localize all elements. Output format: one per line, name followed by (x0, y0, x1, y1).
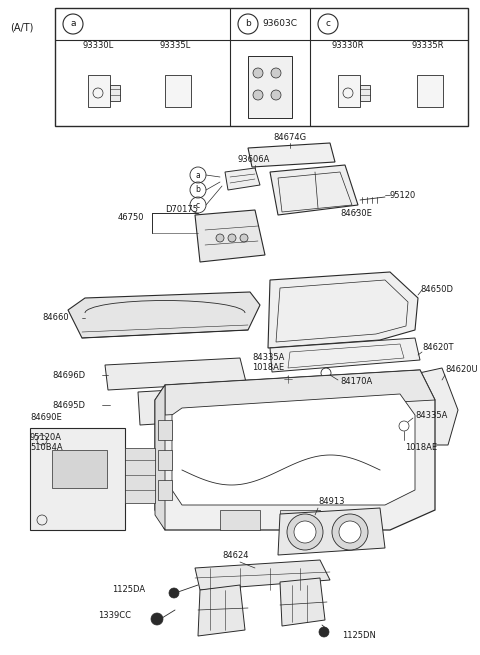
Text: 84335A: 84335A (252, 354, 284, 362)
Text: 84674G: 84674G (274, 134, 307, 143)
Text: 1018AE: 1018AE (252, 364, 284, 373)
Polygon shape (68, 292, 260, 338)
Circle shape (240, 234, 248, 242)
Text: 510B4A: 510B4A (30, 443, 62, 451)
Text: 93335R: 93335R (412, 41, 444, 50)
Polygon shape (417, 75, 443, 107)
Bar (158, 450, 172, 470)
Polygon shape (248, 143, 335, 167)
Text: 93603C: 93603C (262, 20, 297, 29)
Polygon shape (105, 358, 246, 390)
Text: 84170A: 84170A (340, 377, 372, 386)
Polygon shape (280, 578, 325, 626)
Polygon shape (338, 75, 360, 107)
Polygon shape (270, 165, 358, 215)
Polygon shape (360, 85, 370, 101)
Text: 84650D: 84650D (420, 286, 453, 295)
Polygon shape (88, 75, 110, 107)
Circle shape (287, 514, 323, 550)
Text: 84335A: 84335A (415, 411, 447, 419)
Text: 84690E: 84690E (30, 413, 62, 422)
Circle shape (216, 234, 224, 242)
Circle shape (271, 90, 281, 100)
Text: 93335L: 93335L (159, 41, 191, 50)
Text: 1339CC: 1339CC (98, 610, 131, 620)
Text: 84913: 84913 (318, 498, 345, 506)
Text: 84620U: 84620U (445, 365, 478, 375)
Bar (280, 510, 320, 530)
Circle shape (253, 90, 263, 100)
Bar (52, 450, 107, 488)
Bar (30, 428, 125, 530)
Circle shape (228, 234, 236, 242)
Text: (A/T): (A/T) (10, 23, 34, 33)
Circle shape (294, 521, 316, 543)
Circle shape (319, 627, 329, 637)
Text: 93606A: 93606A (238, 155, 270, 164)
Text: 84660: 84660 (42, 314, 69, 322)
Polygon shape (198, 585, 245, 636)
Circle shape (332, 514, 368, 550)
Circle shape (271, 68, 281, 78)
Polygon shape (172, 394, 415, 505)
Polygon shape (195, 560, 330, 590)
Text: b: b (245, 20, 251, 29)
Polygon shape (155, 385, 165, 530)
Text: 84695D: 84695D (52, 400, 85, 409)
Text: 84624: 84624 (222, 552, 249, 561)
Bar (55, 8, 468, 126)
Polygon shape (225, 168, 260, 190)
Polygon shape (248, 56, 292, 118)
Text: a: a (70, 20, 76, 29)
Text: 93330L: 93330L (83, 41, 114, 50)
Polygon shape (165, 370, 435, 415)
Text: c: c (325, 20, 331, 29)
Polygon shape (270, 338, 420, 372)
Text: 84696D: 84696D (52, 371, 85, 379)
Text: 1018AE: 1018AE (405, 443, 437, 453)
Circle shape (339, 521, 361, 543)
Text: D70175: D70175 (165, 206, 198, 214)
Circle shape (169, 588, 179, 598)
Circle shape (151, 613, 163, 625)
Text: c: c (196, 200, 200, 210)
Polygon shape (195, 210, 265, 262)
Polygon shape (138, 383, 298, 425)
Polygon shape (155, 370, 435, 530)
Text: 1125DN: 1125DN (342, 631, 376, 639)
Bar (125, 448, 155, 503)
Polygon shape (110, 85, 120, 101)
Text: b: b (195, 185, 201, 195)
Polygon shape (278, 508, 385, 555)
Text: 1125DA: 1125DA (112, 586, 145, 595)
Text: 95120: 95120 (390, 191, 416, 200)
Polygon shape (408, 368, 458, 445)
Polygon shape (165, 75, 191, 107)
Text: 84630E: 84630E (340, 208, 372, 217)
Text: a: a (196, 170, 200, 179)
Bar (158, 480, 172, 500)
Text: 95120A: 95120A (30, 432, 62, 441)
Text: 93330R: 93330R (332, 41, 364, 50)
Bar (158, 420, 172, 440)
Polygon shape (268, 272, 418, 348)
Text: 84620T: 84620T (422, 343, 454, 352)
Circle shape (253, 68, 263, 78)
Bar (220, 510, 260, 530)
Text: 46750: 46750 (118, 214, 144, 223)
